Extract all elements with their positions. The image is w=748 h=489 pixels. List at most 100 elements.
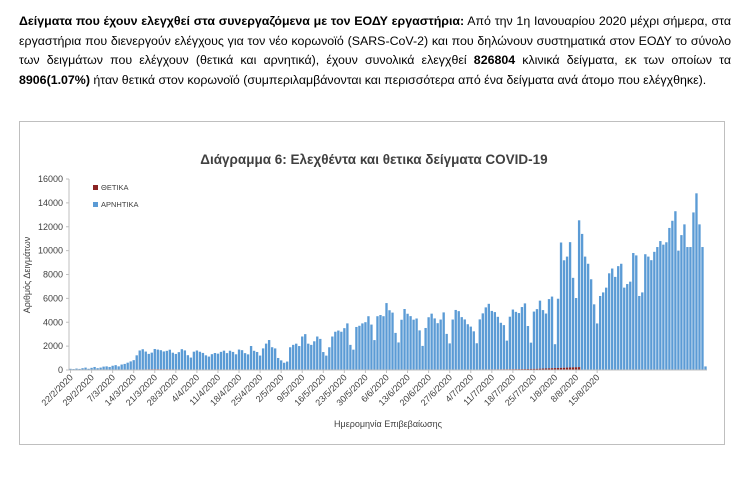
bar-negatives	[692, 212, 695, 370]
bar-negatives	[93, 366, 96, 370]
bar-negatives	[207, 356, 211, 370]
bar-negatives	[376, 316, 379, 370]
bar-negatives	[102, 366, 105, 370]
bar-negatives	[192, 351, 196, 370]
bar-negatives	[457, 311, 460, 370]
positive-samples: 8906(1.07%)	[19, 72, 90, 87]
bar-negatives	[623, 287, 626, 370]
bar-negatives	[454, 309, 457, 370]
bar-negatives	[388, 310, 391, 370]
bar-negatives	[499, 322, 503, 370]
bar-negatives	[358, 325, 361, 370]
bar-negatives	[505, 340, 509, 370]
bar-negatives	[225, 353, 229, 370]
bar-negatives	[559, 242, 563, 368]
bar-negatives	[629, 281, 632, 370]
bar-negatives	[141, 349, 144, 370]
bar-negatives	[301, 336, 304, 370]
bar-negatives	[340, 331, 343, 370]
bar-negatives	[698, 224, 701, 370]
bar-negatives	[544, 313, 548, 369]
bar-negatives	[571, 277, 575, 368]
legend-swatch-negatives	[93, 202, 98, 207]
legend: ΘΕΤΙΚΑ ΑΡΝΗΤΙΚΑ	[91, 182, 157, 212]
bar-negatives	[478, 319, 481, 370]
bar-negatives	[84, 367, 87, 370]
bar-negatives	[418, 330, 421, 370]
y-axis-label: Αριθμός Δειγμάτων	[22, 236, 32, 313]
bar-negatives	[123, 363, 126, 370]
bar-negatives	[126, 362, 129, 370]
bar-negatives	[671, 220, 674, 370]
bar-negatives	[487, 303, 490, 370]
bar-negatives	[517, 313, 521, 370]
bar-positives	[526, 368, 530, 370]
bar-negatives	[138, 350, 141, 370]
bar-negatives	[252, 350, 256, 370]
bar-negatives	[367, 316, 370, 370]
bar-negatives	[656, 247, 659, 370]
bar-negatives	[385, 303, 388, 370]
bar-negatives	[493, 312, 497, 370]
bar-negatives	[234, 354, 238, 370]
bar-negatives	[334, 331, 337, 370]
chart-title: Διάγραμμα 6: Ελεχθέντα και θετικα δείγμα…	[200, 152, 548, 167]
bar-negatives	[264, 343, 268, 370]
bar-negatives	[105, 366, 108, 370]
bar-negatives	[183, 350, 187, 370]
bar-negatives	[228, 350, 232, 370]
bar-negatives	[641, 292, 644, 370]
bar-negatives	[541, 310, 545, 369]
bar-negatives	[370, 324, 373, 370]
x-axis: 22/2/202029/2/20207/3/202014/3/202021/3/…	[40, 369, 707, 408]
y-tick-label: 0	[58, 365, 63, 375]
bar-negatives	[550, 296, 554, 369]
legend-label-negatives: ΑΡΝΗΤΙΚΑ	[101, 200, 139, 209]
bar-negatives	[481, 313, 484, 370]
bar-negatives	[511, 309, 515, 370]
bar-positives	[562, 367, 566, 370]
bar-positives	[553, 368, 557, 370]
bar-negatives	[117, 366, 120, 370]
bar-negatives	[602, 292, 605, 370]
bar-negatives	[608, 273, 611, 370]
intro-lead: Δείγματα που έχουν ελεγχθεί στα συνεργαζ…	[19, 14, 465, 28]
bar-negatives	[90, 367, 93, 370]
bar-negatives	[626, 284, 629, 370]
bar-negatives	[553, 344, 557, 369]
bar-negatives	[508, 316, 512, 370]
bar-negatives	[216, 353, 220, 370]
bar-negatives	[394, 332, 397, 370]
bar-negatives	[364, 322, 367, 370]
bar-negatives	[75, 368, 78, 370]
bar-negatives	[391, 312, 394, 370]
bar-negatives	[574, 298, 578, 368]
bar-negatives	[349, 344, 352, 370]
bar-negatives	[352, 349, 355, 370]
bar-negatives	[547, 299, 551, 369]
bar-positives	[577, 367, 581, 370]
bar-negatives	[150, 352, 153, 370]
bar-positives	[538, 368, 542, 370]
bar-negatives	[168, 349, 171, 370]
bar-negatives	[267, 340, 271, 370]
bar-negatives	[403, 309, 406, 370]
bar-negatives	[343, 328, 346, 370]
y-tick-label: 2000	[43, 341, 63, 351]
bar-negatives	[674, 211, 677, 370]
bar-negatives	[246, 354, 250, 370]
legend-label-positives: ΘΕΤΙΚΑ	[101, 183, 129, 192]
bar-negatives	[144, 351, 147, 370]
bar-negatives	[222, 350, 226, 370]
bar-negatives	[147, 353, 150, 370]
bar-negatives	[81, 368, 84, 370]
intro-text-3: ήταν θετικά στον κορωνοϊό (συμπεριλαμβάν…	[89, 72, 707, 87]
bar-negatives	[430, 313, 433, 370]
bar-negatives	[412, 319, 415, 370]
bar-positives	[559, 367, 563, 370]
bar-negatives	[662, 244, 665, 370]
bar-negatives	[132, 360, 135, 370]
bar-negatives	[159, 350, 162, 370]
bar-positives	[556, 367, 560, 370]
bar-negatives	[595, 323, 599, 370]
